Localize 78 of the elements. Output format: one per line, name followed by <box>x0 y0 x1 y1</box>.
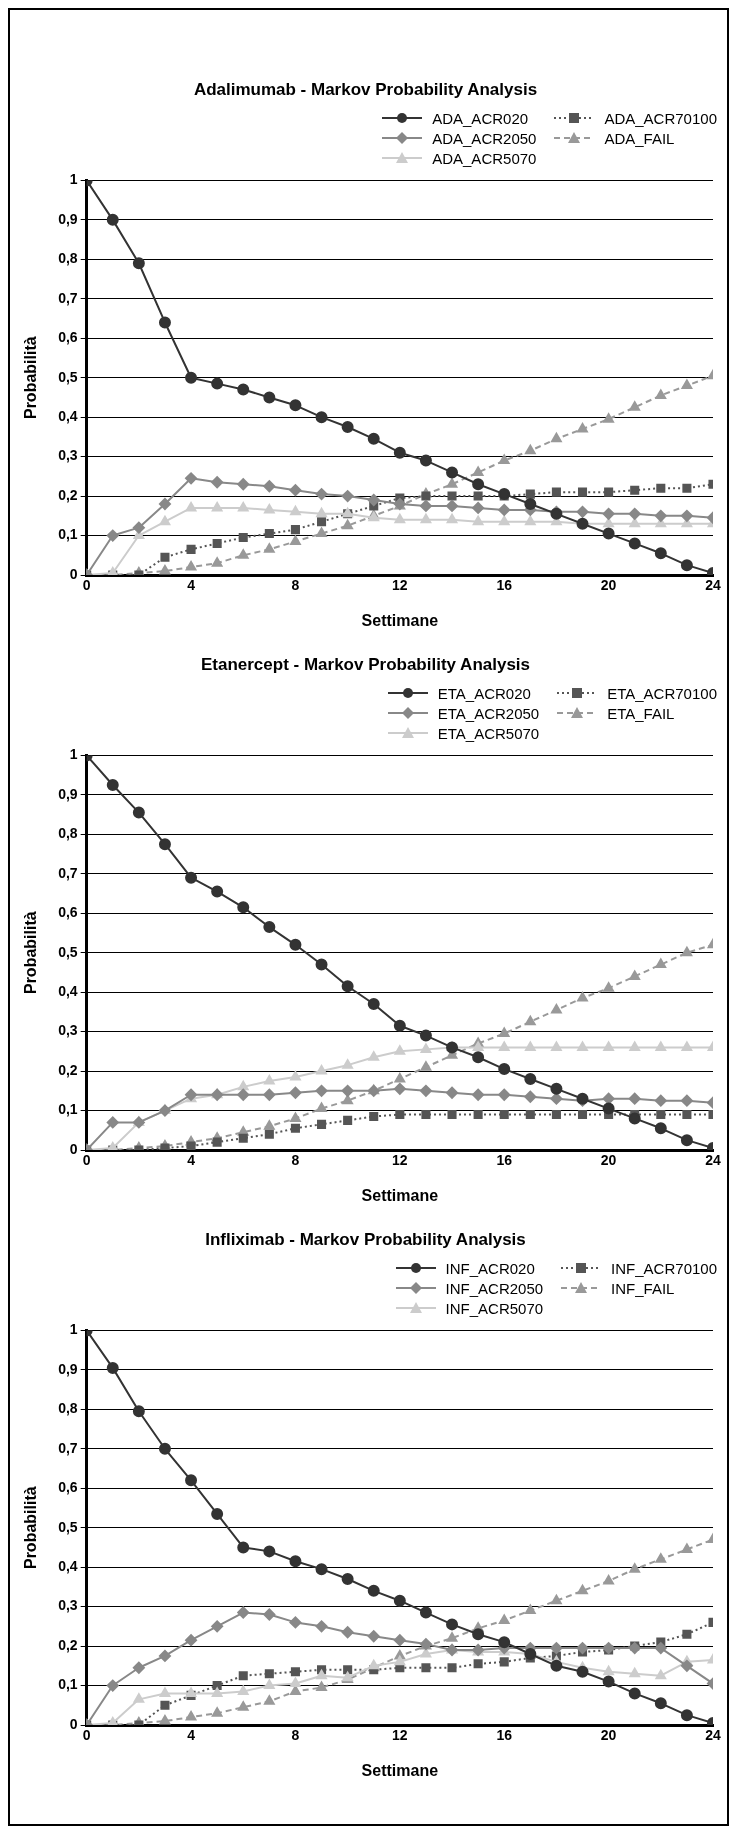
x-tick-label: 8 <box>291 1727 300 1744</box>
x-axis-title: Settimane <box>361 1761 439 1779</box>
legend-label: INF_ACR2050 <box>445 1279 544 1297</box>
x-tick-label: 12 <box>392 1727 408 1744</box>
legend-label: ETA_ACR020 <box>437 684 531 702</box>
y-tick-label: 0,1 <box>58 526 78 543</box>
x-tick-label: 4 <box>187 1727 196 1744</box>
y-tick-label: 0,1 <box>58 1676 78 1693</box>
y-tick-label: 0,7 <box>58 1439 78 1456</box>
legend-label: ETA_ACR2050 <box>437 704 540 722</box>
y-tick-label: 0,9 <box>58 210 78 227</box>
y-tick-label: 0,6 <box>58 1479 78 1496</box>
y-tick-label: 0 <box>69 1715 78 1732</box>
y-axis-title: Probabilità <box>22 911 40 995</box>
x-tick-label: 24 <box>705 1152 721 1169</box>
legend-label: ETA_ACR70100 <box>607 684 717 702</box>
x-tick-label: 12 <box>392 1152 408 1169</box>
legend-label: INF_ACR020 <box>445 1259 535 1277</box>
y-tick-label: 0,5 <box>58 1518 78 1535</box>
legend-label: ETA_ACR5070 <box>437 724 540 742</box>
y-tick-label: 0,7 <box>58 864 78 881</box>
y-tick-label: 0,3 <box>58 1022 78 1039</box>
y-tick-label: 0,1 <box>58 1101 78 1118</box>
x-tick-label: 20 <box>600 577 617 594</box>
y-tick-label: 0,7 <box>58 289 78 306</box>
chart-title: Adalimumab - Markov Probability Analysis <box>193 79 538 99</box>
y-tick-label: 0,6 <box>58 904 78 921</box>
legend-label: ETA_FAIL <box>607 704 675 722</box>
y-tick-label: 0,9 <box>58 1360 78 1377</box>
y-axis-title: Probabilità <box>22 1486 40 1570</box>
x-tick-label: 20 <box>600 1152 617 1169</box>
y-tick-label: 0,6 <box>58 329 78 346</box>
x-tick-label: 4 <box>187 1152 196 1169</box>
y-tick-label: 0 <box>69 565 78 582</box>
y-tick-label: 0,2 <box>58 1636 78 1653</box>
legend-label: ADA_FAIL <box>604 129 675 147</box>
x-tick-label: 20 <box>600 1727 617 1744</box>
y-tick-label: 0,8 <box>58 1400 78 1417</box>
y-tick-label: 0,4 <box>58 983 78 1000</box>
x-tick-label: 0 <box>82 577 91 594</box>
x-tick-label: 8 <box>291 577 300 594</box>
x-tick-label: 8 <box>291 1152 300 1169</box>
chart-title: Etanercept - Markov Probability Analysis <box>200 654 531 674</box>
y-tick-label: 0,2 <box>58 1061 78 1078</box>
y-tick-label: 0,8 <box>58 825 78 842</box>
y-tick-label: 0,8 <box>58 250 78 267</box>
legend-label: ADA_ACR2050 <box>432 129 537 147</box>
x-tick-label: 0 <box>82 1152 91 1169</box>
y-tick-label: 0,3 <box>58 1597 78 1614</box>
y-tick-label: 0,4 <box>58 408 78 425</box>
y-tick-label: 0,2 <box>58 486 78 503</box>
x-tick-label: 16 <box>496 577 513 594</box>
legend-label: INF_ACR5070 <box>445 1299 544 1317</box>
y-tick-label: 1 <box>69 171 78 188</box>
y-tick-label: 0 <box>69 1140 78 1157</box>
x-tick-label: 12 <box>392 577 408 594</box>
y-tick-label: 1 <box>69 1321 78 1338</box>
chart-title: Infliximab - Markov Probability Analysis <box>205 1229 526 1249</box>
x-axis-title: Settimane <box>361 611 439 629</box>
y-axis-title: Probabilità <box>22 336 40 420</box>
x-axis-title: Settimane <box>361 1186 439 1204</box>
x-tick-label: 16 <box>496 1727 513 1744</box>
legend-label: INF_FAIL <box>611 1279 675 1297</box>
legend-label: INF_ACR70100 <box>611 1259 717 1277</box>
x-tick-label: 24 <box>705 577 721 594</box>
x-tick-label: 4 <box>187 577 196 594</box>
x-tick-label: 0 <box>82 1727 91 1744</box>
y-tick-label: 0,3 <box>58 447 78 464</box>
legend-label: ADA_ACR020 <box>432 109 529 127</box>
x-tick-label: 24 <box>705 1727 721 1744</box>
legend-label: ADA_ACR70100 <box>604 109 717 127</box>
y-tick-label: 1 <box>69 746 78 763</box>
x-tick-label: 16 <box>496 1152 513 1169</box>
y-tick-label: 0,9 <box>58 785 78 802</box>
y-tick-label: 0,4 <box>58 1558 78 1575</box>
legend-label: ADA_ACR5070 <box>432 149 537 167</box>
y-tick-label: 0,5 <box>58 368 78 385</box>
y-tick-label: 0,5 <box>58 943 78 960</box>
